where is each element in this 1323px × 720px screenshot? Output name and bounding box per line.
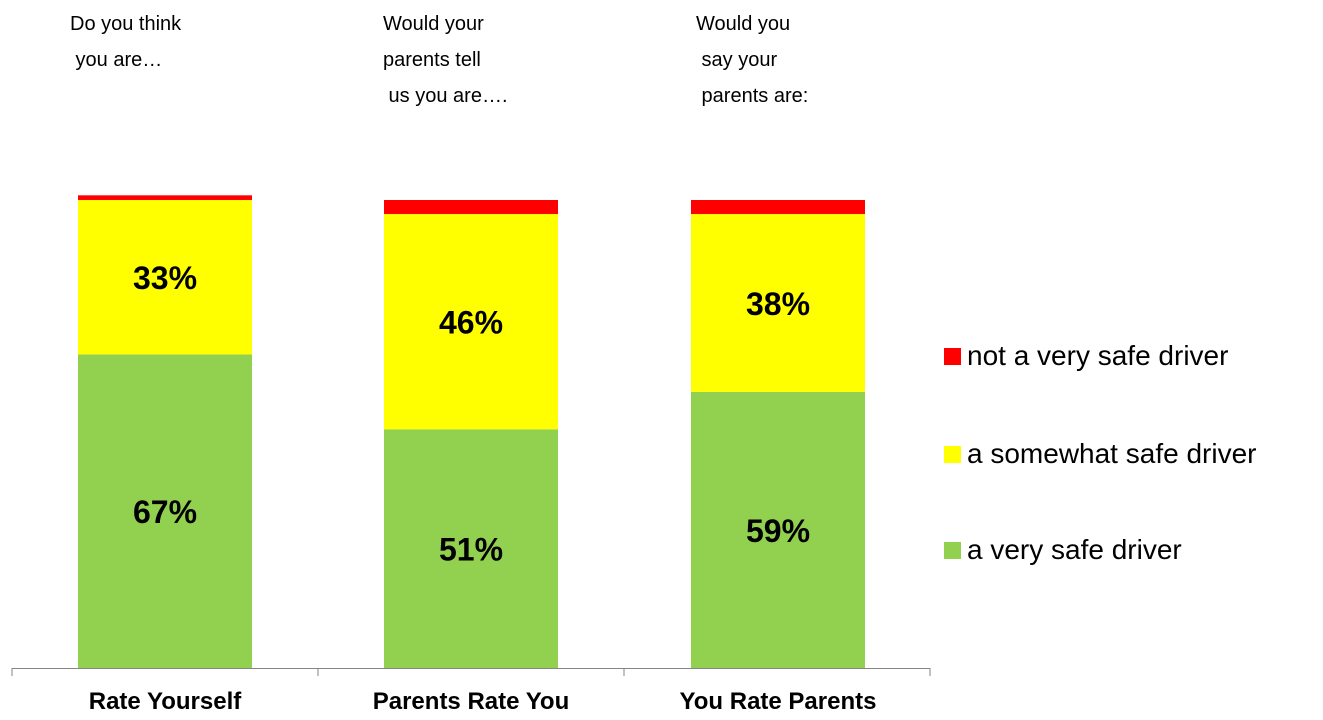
bar-segment-1-2 bbox=[691, 214, 865, 392]
legend-swatch-red bbox=[944, 347, 961, 365]
legend-label: a somewhat safe driver bbox=[967, 438, 1257, 469]
legend-item-somewhat-safe: a somewhat safe driver bbox=[944, 434, 1256, 474]
bar-segment-2-2 bbox=[691, 200, 865, 215]
data-label: 67% bbox=[133, 494, 197, 530]
x-tick-label: Rate Yourself bbox=[89, 688, 243, 715]
legend-item-not-very-safe: not a very safe driver bbox=[944, 336, 1228, 376]
bar-segment-2-1 bbox=[384, 200, 558, 215]
question-parents-rate-you: Would your parents tell us you are…. bbox=[383, 6, 603, 114]
data-label: 51% bbox=[439, 532, 503, 568]
question-you-rate-parents: Would you say your parents are: bbox=[696, 6, 916, 114]
x-tick-label: Parents Rate You bbox=[373, 688, 570, 715]
legend-label: a very safe driver bbox=[967, 534, 1182, 565]
question-line: say your bbox=[696, 49, 778, 71]
bar-segment-0-1 bbox=[384, 429, 558, 668]
data-label: 38% bbox=[746, 286, 810, 322]
question-rate-yourself: Do you think you are… bbox=[70, 6, 290, 78]
bar-segment-1-0 bbox=[78, 200, 252, 355]
question-line: you are… bbox=[70, 49, 163, 71]
legend-item-very-safe: a very safe driver bbox=[944, 530, 1182, 570]
bar-segment-0-2 bbox=[691, 391, 865, 668]
bar-segment-2-0 bbox=[78, 195, 252, 200]
bar-segment-0-0 bbox=[78, 354, 252, 668]
legend-label: not a very safe driver bbox=[967, 340, 1229, 371]
question-line: Do you think bbox=[70, 13, 182, 35]
legend-swatch-green bbox=[944, 541, 961, 559]
question-line: us you are…. bbox=[383, 85, 508, 107]
data-label: 46% bbox=[439, 305, 503, 341]
data-label: 33% bbox=[133, 260, 197, 296]
question-line: Would you bbox=[696, 13, 791, 35]
question-line: parents tell bbox=[383, 49, 481, 71]
x-tick-label: You Rate Parents bbox=[680, 688, 877, 715]
data-label: 59% bbox=[746, 513, 810, 549]
legend-swatch-yellow bbox=[944, 445, 961, 463]
bar-segment-1-1 bbox=[384, 214, 558, 430]
question-line: Would your bbox=[383, 13, 484, 35]
question-line: parents are: bbox=[696, 85, 809, 107]
